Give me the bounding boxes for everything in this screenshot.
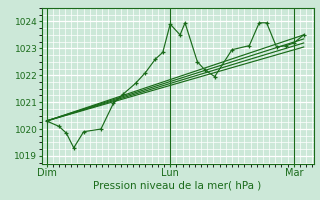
X-axis label: Pression niveau de la mer( hPa ): Pression niveau de la mer( hPa ) [93,181,262,191]
